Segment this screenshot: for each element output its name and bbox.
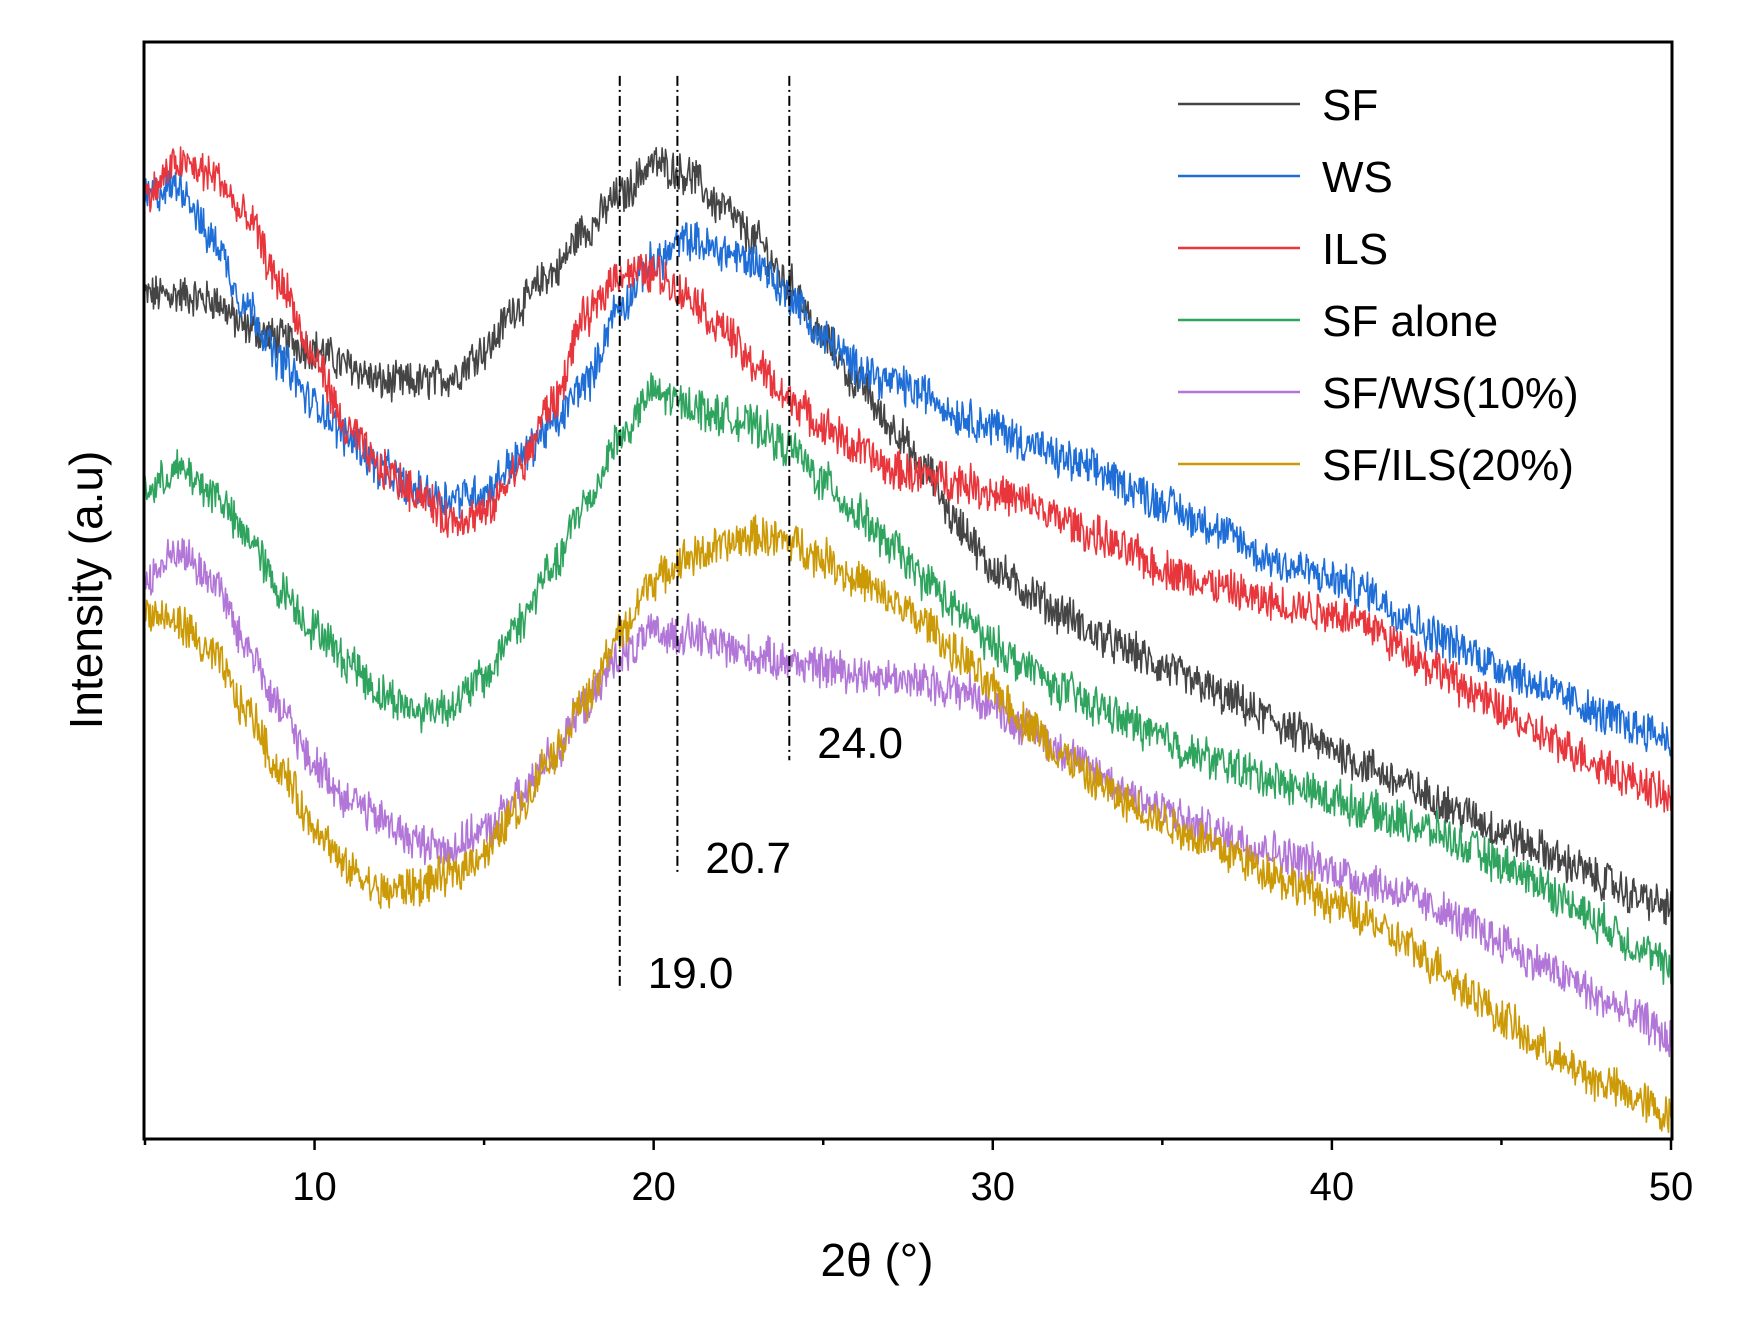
- tick-layer: 10 20 30 40 50: [143, 1138, 1694, 1209]
- series-line-5: [144, 538, 1672, 1058]
- legend-label-5: SF/WS(10%): [1322, 369, 1579, 418]
- x-tick-label-50: 50: [1649, 1165, 1694, 1209]
- x-tick-label-20: 20: [631, 1165, 676, 1209]
- legend-label-6: SF/ILS(20%): [1322, 441, 1574, 490]
- series-line-1: [144, 146, 1672, 926]
- plot-frame: [142, 40, 1674, 1141]
- x-tick-label-30: 30: [971, 1165, 1016, 1209]
- series-line-3: [144, 146, 1672, 813]
- x-tick-label-40: 40: [1310, 1165, 1355, 1209]
- legend-label-1: SF: [1322, 81, 1378, 130]
- x-axis-title: 2θ (°): [821, 1234, 934, 1286]
- reference-line-layer: 19.0 20.7 24.0: [618, 75, 903, 998]
- legend-label-2: WS: [1322, 153, 1393, 202]
- legend: SF WS ILS SF alone SF/WS(10%) SF/ILS(20%): [1178, 81, 1579, 490]
- y-axis-title: Intensity (a.u): [60, 451, 112, 730]
- peak-label-2: 20.7: [705, 834, 791, 883]
- series-layer: [144, 146, 1672, 1134]
- legend-label-3: ILS: [1322, 225, 1388, 274]
- peak-label-3: 24.0: [817, 719, 903, 768]
- legend-label-4: SF alone: [1322, 297, 1498, 346]
- series-line-4: [144, 372, 1672, 985]
- peak-label-1: 19.0: [648, 949, 734, 998]
- x-tick-label-10: 10: [292, 1165, 337, 1209]
- series-line-6: [144, 514, 1672, 1134]
